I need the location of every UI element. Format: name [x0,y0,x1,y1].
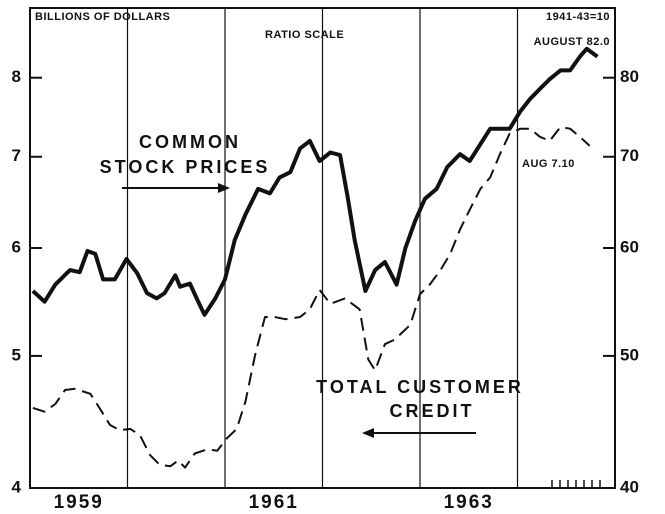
y2-axis-label: 1941-43=10 [546,11,610,23]
y-tick-label: 5 [12,345,21,364]
x-tick-label: 1961 [249,492,299,513]
y2-tick-label: 60 [620,237,639,256]
y-tick-label: 4 [12,477,22,496]
series-label: STOCK PRICES [100,157,271,177]
y-tick-label: 8 [12,67,21,86]
end-value-label: AUG 7.10 [522,158,575,170]
series-label: TOTAL CUSTOMER [316,377,524,397]
x-tick-label: 1959 [54,492,104,513]
y2-tick-label: 70 [620,146,639,165]
credit-arrow [362,428,476,438]
y-axis-label: BILLIONS OF DOLLARS [35,11,170,23]
y2-tick-label: 50 [620,345,639,364]
y2-tick-label: 80 [620,67,639,86]
y-tick-label: 7 [12,146,21,165]
stock-arrow [122,183,230,193]
series-label: COMMON [139,132,241,152]
stock-line [31,46,599,317]
x-tick-label: 1963 [444,492,494,513]
subtitle: RATIO SCALE [265,29,344,41]
y-tick-label: 6 [12,237,21,256]
end-value-label: AUGUST 82.0 [534,36,610,48]
y2-tick-label: 40 [620,477,639,496]
credit-line [32,126,591,469]
month-ticks [551,480,601,488]
series-label: CREDIT [390,401,475,421]
